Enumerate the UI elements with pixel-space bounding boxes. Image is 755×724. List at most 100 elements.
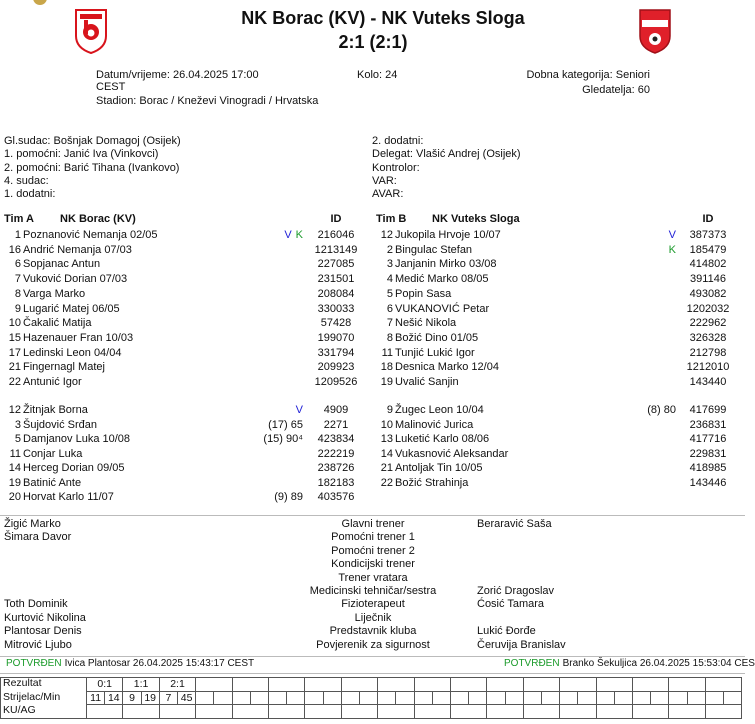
table-cell (413, 677, 451, 692)
away-logo (639, 9, 671, 54)
table-cell (486, 677, 524, 692)
shirt-number: 21 (8, 361, 21, 374)
table-cell (304, 677, 342, 692)
player-name: Andrić Nemanja 07/03 (23, 243, 132, 256)
shirt-number: 5 (386, 287, 393, 300)
table-cell (340, 690, 360, 705)
official: Delegat: Vlašić Andrej (Osijek) (372, 148, 521, 161)
player-id: 185479 (689, 243, 727, 256)
table-cell (213, 690, 233, 705)
player-name: Uvalić Sanjin (395, 376, 459, 388)
separator (0, 656, 745, 657)
mark: (17) 65 (268, 418, 303, 431)
official: 2. dodatni: (372, 135, 424, 147)
table-cell (450, 704, 488, 719)
table-cell (559, 704, 597, 719)
team-label: Tim B (376, 213, 407, 225)
table-cell (249, 690, 269, 705)
shirt-number: 7 (14, 273, 21, 286)
shirt-number: 9 (14, 302, 21, 315)
staff-role: Trener vratara (338, 571, 408, 584)
icon (33, 0, 47, 5)
player-name: Fingernagl Matej (23, 361, 105, 374)
table-cell (450, 677, 488, 692)
shirt-number: 10 (8, 317, 21, 330)
home-staff: Toth Dominik (4, 598, 68, 611)
confirm-status: POTVRĐEN (6, 658, 62, 669)
player-id: 199070 (317, 331, 355, 344)
table-cell (595, 690, 615, 705)
player-name: VUKANOVIĆ Petar (395, 302, 490, 315)
player-name: Vukasnović Aleksandar (395, 447, 509, 460)
table-cell (195, 704, 233, 719)
player-id: 493082 (689, 287, 727, 300)
player-id: 208084 (317, 287, 355, 300)
player-id: 57428 (320, 317, 352, 330)
player-marks: (8) 80 (647, 404, 676, 417)
player-name: Malinović Jurica (395, 418, 474, 431)
table-cell (268, 677, 306, 692)
shirt-number: 14 (380, 447, 393, 460)
player-name: Ledinski Leon 04/04 (23, 346, 122, 359)
player-id: 418985 (689, 462, 727, 474)
table-cell: 1:1 (122, 677, 160, 692)
shirt-number: 6 (14, 258, 21, 271)
table-cell (431, 690, 451, 705)
mark: K (668, 243, 676, 256)
player-name: Bingulac Stefan (395, 243, 473, 256)
staff-role: Medicinski tehničar/sestra (309, 585, 437, 597)
shirt-number: 8 (14, 287, 21, 300)
player-name: Damjanov Luka 10/08 (23, 433, 131, 445)
table-cell (668, 677, 706, 692)
table-cell (122, 704, 160, 719)
table-cell (632, 690, 652, 705)
player-name: Žitnjak Borna (23, 404, 88, 416)
away-staff: Beraravić Saša (477, 518, 552, 530)
player-id: 229831 (689, 447, 727, 460)
player-id: 1212010 (686, 361, 730, 374)
table-cell (340, 677, 379, 692)
player-id: 326328 (689, 331, 727, 344)
player-name: Popin Sasa (395, 287, 452, 300)
player-id: 331794 (317, 346, 355, 359)
player-id: 330033 (317, 302, 355, 315)
row-label: KU/AG (3, 704, 36, 716)
table-cell (559, 690, 579, 705)
home-staff: Mitrović Ljubo (4, 638, 72, 651)
table-cell (377, 704, 415, 719)
table-cell (413, 704, 451, 719)
player-marks: (9) 89 (274, 491, 303, 504)
shirt-number: 3 (386, 258, 393, 271)
shirt-number: 1 (14, 229, 21, 241)
table-cell (395, 690, 415, 705)
home-staff: Šimara Davor (4, 531, 72, 544)
table-cell (522, 690, 542, 705)
table-cell (268, 690, 288, 705)
shirt-number: 5 (14, 433, 21, 445)
table-cell (231, 677, 269, 692)
player-id: 1209526 (314, 376, 358, 388)
player-name: Hazenauer Fran 10/03 (23, 331, 134, 344)
shirt-number: 19 (380, 376, 393, 388)
mark: (15) 90⁴ (263, 433, 303, 445)
confirm-text: Branko Šekuljica 26.04.2025 15:53:04 CES… (562, 658, 755, 669)
official: 2. pomoćni: Barić Tihana (Ivankovo) (4, 161, 180, 174)
confirm-text: Ivica Plantosar 26.04.2025 15:43:17 CEST (64, 658, 255, 669)
round: Kolo: 24 (357, 69, 398, 81)
table-cell: 0:1 (86, 677, 124, 692)
table-cell (522, 677, 561, 692)
player-name: Jukopila Hrvoje 10/07 (395, 229, 501, 241)
player-name: Desnica Marko 12/04 (395, 361, 499, 374)
table-cell: 7 (158, 690, 178, 705)
table-cell: 19 (140, 690, 160, 705)
row-label: Rezultat (3, 677, 42, 689)
staff-role: Pomoćni trener 1 (331, 531, 415, 544)
table-cell (486, 690, 506, 705)
official: VAR: (372, 174, 397, 187)
away-staff: Zorić Dragoslav (477, 585, 555, 597)
player-name: Čakalić Matija (23, 317, 92, 330)
table-cell: 14 (104, 690, 124, 705)
player-name: Šujdović Srđan (23, 418, 97, 431)
table-cell (613, 690, 633, 705)
